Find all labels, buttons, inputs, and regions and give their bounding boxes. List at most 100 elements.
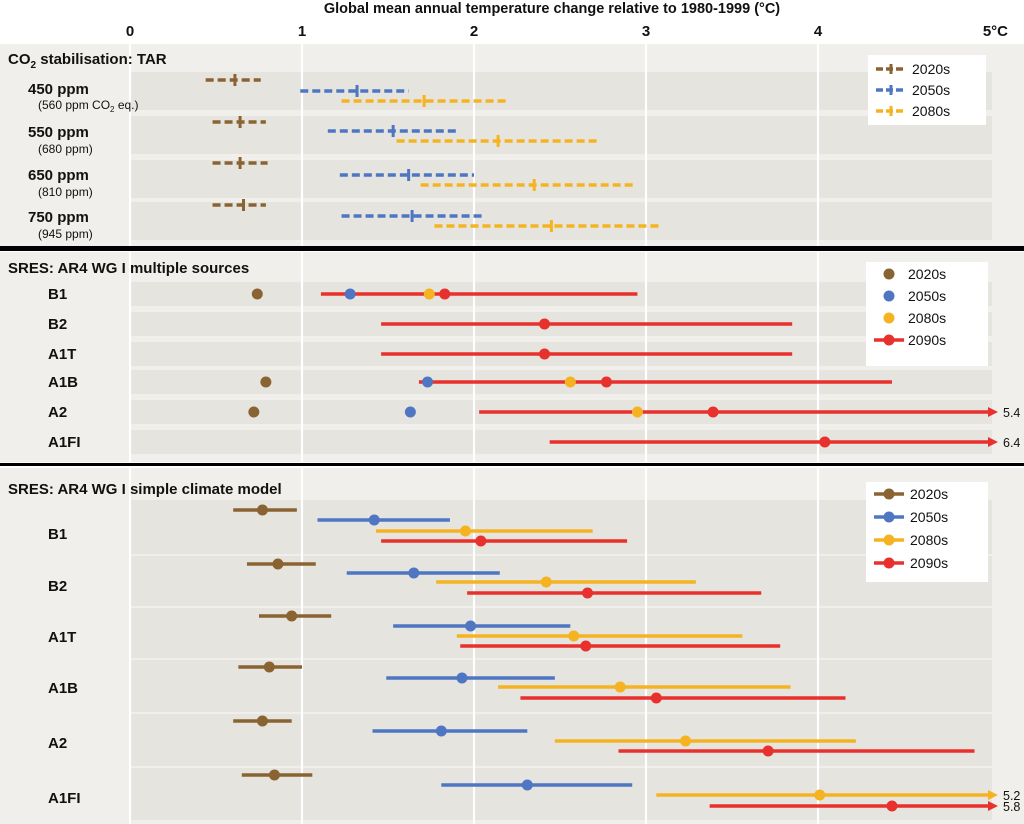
point-2080s bbox=[680, 735, 692, 747]
row-label: A1B bbox=[48, 374, 78, 391]
legend-label: 2080s bbox=[910, 532, 948, 548]
row-label: B2 bbox=[48, 578, 67, 595]
point-2020s bbox=[260, 376, 272, 388]
point-2090s bbox=[439, 288, 451, 300]
x-tick-label: 2 bbox=[470, 23, 478, 40]
point-2080s bbox=[631, 406, 643, 418]
point-2020s bbox=[263, 661, 275, 673]
row-sublabel: (560 ppm CO2 eq.) bbox=[38, 98, 139, 114]
point-2090s bbox=[650, 692, 662, 704]
legend-label: 2050s bbox=[912, 82, 950, 98]
point-2090s bbox=[707, 406, 719, 418]
row-label: A1T bbox=[48, 629, 76, 646]
point-2020s bbox=[286, 610, 298, 622]
overflow-label: 5.2 bbox=[1003, 789, 1020, 803]
point-2020s bbox=[268, 769, 280, 781]
legend-label: 2020s bbox=[912, 61, 950, 77]
row-label: A2 bbox=[48, 735, 67, 752]
point-2020s bbox=[248, 406, 260, 418]
point-2090s bbox=[582, 587, 594, 599]
panel-title: SRES: AR4 WG I multiple sources bbox=[8, 260, 249, 277]
row-label: A2 bbox=[48, 404, 67, 421]
panel-title: CO2 stabilisation: TAR bbox=[8, 51, 167, 71]
legend-swatch-2050s bbox=[883, 511, 895, 523]
point-2080s bbox=[814, 789, 826, 801]
point-2050s bbox=[456, 672, 468, 684]
legend-swatch-2020s bbox=[883, 268, 895, 280]
point-2050s bbox=[408, 567, 420, 579]
overflow-arrow bbox=[988, 790, 998, 800]
x-tick-label: 3 bbox=[642, 23, 650, 40]
point-2020s bbox=[251, 288, 263, 300]
point-2080s bbox=[614, 681, 626, 693]
panel-title: SRES: AR4 WG I simple climate model bbox=[8, 481, 282, 498]
point-2080s bbox=[540, 576, 552, 588]
panel-divider bbox=[0, 246, 1024, 251]
point-2050s bbox=[521, 779, 533, 791]
point-2090s bbox=[819, 436, 831, 448]
legend-swatch-2090s bbox=[883, 334, 895, 346]
row-sublabel: (680 ppm) bbox=[38, 142, 93, 156]
legend-label: 2090s bbox=[910, 555, 948, 571]
point-2090s bbox=[539, 348, 551, 360]
row-band bbox=[130, 160, 992, 198]
point-2080s bbox=[564, 376, 576, 388]
row-label: B2 bbox=[48, 316, 67, 333]
x-tick-label: 5°C bbox=[983, 23, 1008, 40]
x-tick-label: 0 bbox=[126, 23, 134, 40]
row-label: 650 ppm bbox=[28, 167, 89, 184]
x-tick-label: 1 bbox=[298, 23, 306, 40]
overflow-label: 5.8 bbox=[1003, 800, 1020, 814]
point-2090s bbox=[475, 535, 487, 547]
point-2090s bbox=[600, 376, 612, 388]
point-2050s bbox=[368, 514, 380, 526]
row-sublabel: (945 ppm) bbox=[38, 227, 93, 241]
x-tick-label: 4 bbox=[814, 23, 823, 40]
legend-label: 2090s bbox=[908, 332, 946, 348]
point-2020s bbox=[256, 715, 268, 727]
row-band bbox=[130, 202, 992, 240]
point-2090s bbox=[762, 745, 774, 757]
row-label: 750 ppm bbox=[28, 209, 89, 226]
legend-label: 2020s bbox=[908, 266, 946, 282]
legend-swatch-2080s bbox=[883, 312, 895, 324]
legend-label: 2050s bbox=[908, 288, 946, 304]
point-2050s bbox=[465, 620, 477, 632]
row-label: 450 ppm bbox=[28, 81, 89, 98]
point-2020s bbox=[272, 558, 284, 570]
row-sublabel: (810 ppm) bbox=[38, 185, 93, 199]
row-band bbox=[130, 72, 992, 110]
point-2080s bbox=[459, 525, 471, 537]
point-2090s bbox=[580, 640, 592, 652]
point-2050s bbox=[422, 376, 434, 388]
row-label: B1 bbox=[48, 526, 67, 543]
overflow-arrow bbox=[988, 407, 998, 417]
row-label: B1 bbox=[48, 286, 67, 303]
point-2050s bbox=[435, 725, 447, 737]
legend-swatch-2080s bbox=[883, 534, 895, 546]
legend-label: 2050s bbox=[910, 509, 948, 525]
overflow-label: 5.4 bbox=[1003, 406, 1020, 420]
row-label: A1T bbox=[48, 346, 76, 363]
overflow-label: 6.4 bbox=[1003, 436, 1020, 450]
row-label: A1FI bbox=[48, 790, 81, 807]
row-label: 550 ppm bbox=[28, 124, 89, 141]
panel-divider bbox=[0, 463, 1024, 466]
point-2020s bbox=[256, 504, 268, 516]
row-label: A1B bbox=[48, 680, 78, 697]
legend-swatch-2050s bbox=[883, 290, 895, 302]
overflow-arrow bbox=[988, 801, 998, 811]
overflow-arrow bbox=[988, 437, 998, 447]
legend-label: 2080s bbox=[912, 103, 950, 119]
point-2080s bbox=[423, 288, 435, 300]
legend-label: 2080s bbox=[908, 310, 946, 326]
legend-label: 2020s bbox=[910, 486, 948, 502]
legend-swatch-2020s bbox=[883, 488, 895, 500]
row-label: A1FI bbox=[48, 434, 81, 451]
point-2090s bbox=[539, 318, 551, 330]
legend-swatch-2090s bbox=[883, 557, 895, 569]
point-2050s bbox=[404, 406, 416, 418]
point-2050s bbox=[344, 288, 356, 300]
